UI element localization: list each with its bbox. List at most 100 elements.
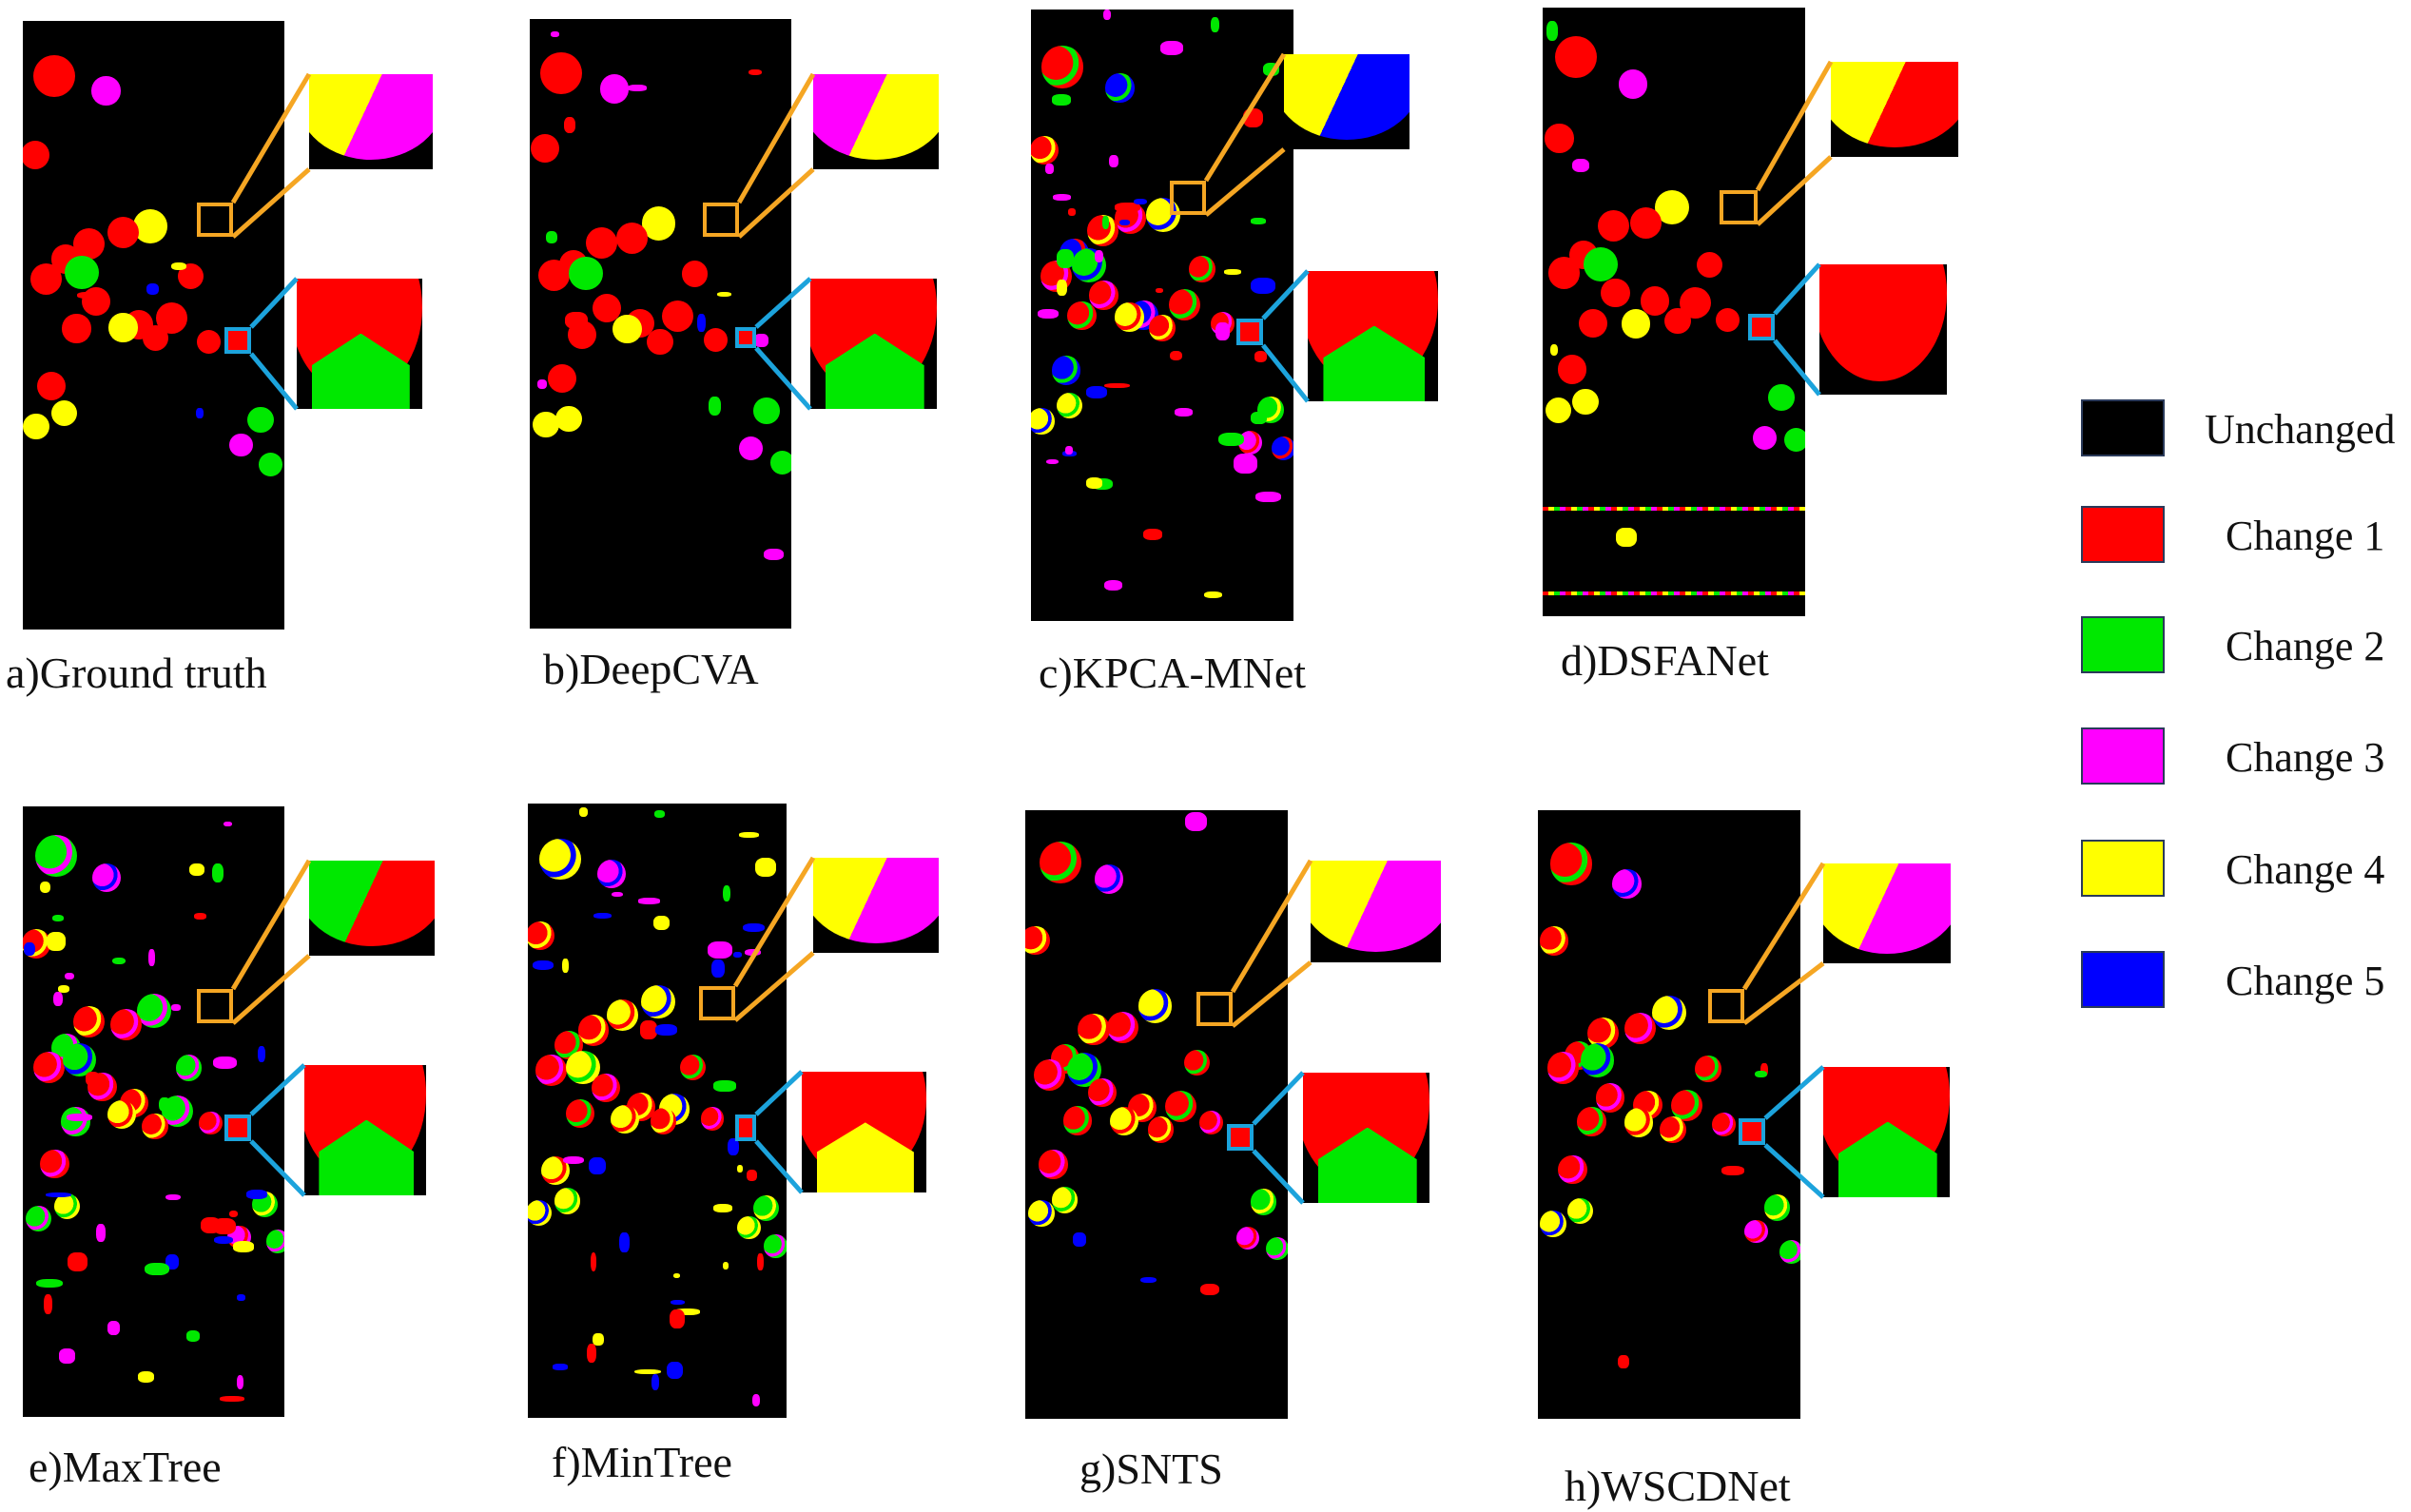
change-region (1566, 1197, 1594, 1225)
zoom-inset-content (1311, 861, 1441, 953)
change-region (1578, 308, 1608, 339)
change-region (650, 1108, 676, 1134)
legend-label: Change 2 (2226, 623, 2385, 669)
change-region (1089, 281, 1118, 310)
zoom-inset-orange (1823, 863, 1951, 963)
change-region (32, 55, 75, 98)
change-region (81, 286, 111, 317)
noise-speck (545, 231, 557, 244)
change-region (1695, 1056, 1721, 1082)
noise-speck (67, 1114, 92, 1122)
change-region (752, 1194, 779, 1221)
change-region (1051, 1187, 1079, 1214)
change-region (1094, 864, 1123, 894)
noise-speck (96, 1224, 107, 1242)
change-region (1062, 1106, 1093, 1135)
noise-speck (1045, 458, 1060, 465)
noise-speck (165, 1193, 181, 1201)
noise-speck (171, 1004, 182, 1011)
change-region (537, 260, 570, 292)
change-region (1640, 286, 1669, 316)
noise-speck (563, 116, 576, 134)
change-region (53, 1192, 81, 1220)
noise-speck (77, 292, 97, 300)
change-region (1558, 1154, 1587, 1185)
change-map-g (1025, 810, 1288, 1419)
change-region (65, 255, 99, 290)
change-region (681, 261, 709, 287)
change-region (1056, 392, 1083, 419)
noise-speck (1160, 41, 1184, 55)
noise-speck (1045, 164, 1054, 174)
change-region (539, 51, 582, 94)
change-region (1088, 1078, 1118, 1108)
zoom-inset-blue (297, 279, 422, 409)
panel-caption-g: g)SNTS (1079, 1444, 1223, 1493)
zoom-inset-orange (309, 861, 435, 956)
change-region (175, 1055, 203, 1081)
noise-speck (710, 959, 725, 978)
noise-speck (1086, 477, 1103, 490)
change-region (1025, 925, 1050, 955)
legend-item-change-5: Change 5 (2081, 951, 2404, 1010)
legend-label: Change 4 (2226, 846, 2385, 893)
change-region (700, 1107, 725, 1131)
change-region (91, 76, 121, 106)
change-region (1779, 1240, 1800, 1265)
noise-speck (562, 1155, 584, 1165)
noise-speck (653, 915, 670, 931)
noise-speck (46, 932, 67, 951)
change-region (764, 1234, 787, 1258)
change-region (596, 860, 626, 889)
change-region (1034, 1059, 1066, 1092)
change-region (61, 1107, 90, 1136)
noise-speck (1119, 219, 1131, 225)
change-region (680, 1054, 707, 1081)
zoom-inset-content (1831, 62, 1958, 147)
change-region (1106, 1011, 1138, 1044)
change-region (607, 999, 638, 1031)
change-region (1584, 247, 1619, 281)
change-region (1189, 256, 1215, 282)
change-region (30, 263, 63, 296)
change-region (1067, 300, 1097, 330)
change-region (109, 1009, 142, 1041)
change-region (1624, 1012, 1656, 1044)
noise-speck (712, 1080, 737, 1092)
change-region (739, 436, 764, 460)
change-region (1031, 408, 1055, 435)
noise-speck (1170, 350, 1183, 361)
change-region (1659, 1116, 1686, 1143)
noise-speck (667, 1362, 683, 1380)
noise-speck (1103, 10, 1111, 21)
noise-speck (1143, 529, 1162, 541)
panel-caption-h: h)WSCDNet (1565, 1462, 1791, 1510)
zoom-region-blue-box (1227, 1124, 1254, 1151)
change-region (555, 405, 582, 433)
noise-speck (236, 1294, 245, 1302)
change-region (1596, 1083, 1625, 1113)
noise-speck (57, 985, 70, 993)
change-region (1716, 308, 1740, 333)
change-region (1671, 1090, 1703, 1122)
noise-speck (107, 1321, 121, 1335)
zoom-inset-blue (1303, 1073, 1429, 1203)
change-region (1250, 1189, 1277, 1216)
noise-speck (1616, 528, 1637, 548)
noise-speck (1103, 579, 1123, 591)
change-region (1183, 1049, 1211, 1076)
panel-caption-f: f)MinTree (552, 1438, 732, 1486)
zoom-region-blue-box (1739, 1118, 1765, 1145)
change-region (1555, 36, 1598, 79)
noise-speck (36, 1279, 63, 1289)
noise-speck (722, 884, 731, 901)
change-region (704, 328, 729, 352)
noise-speck (1052, 194, 1072, 201)
noise-speck (211, 863, 224, 882)
legend-swatch-change-5 (2081, 951, 2165, 1008)
change-region (1137, 988, 1173, 1023)
noise-speck (1174, 408, 1193, 417)
noise-speck (1251, 218, 1266, 224)
zoom-inset-content (1823, 863, 1951, 954)
noise-speck (1210, 17, 1219, 33)
